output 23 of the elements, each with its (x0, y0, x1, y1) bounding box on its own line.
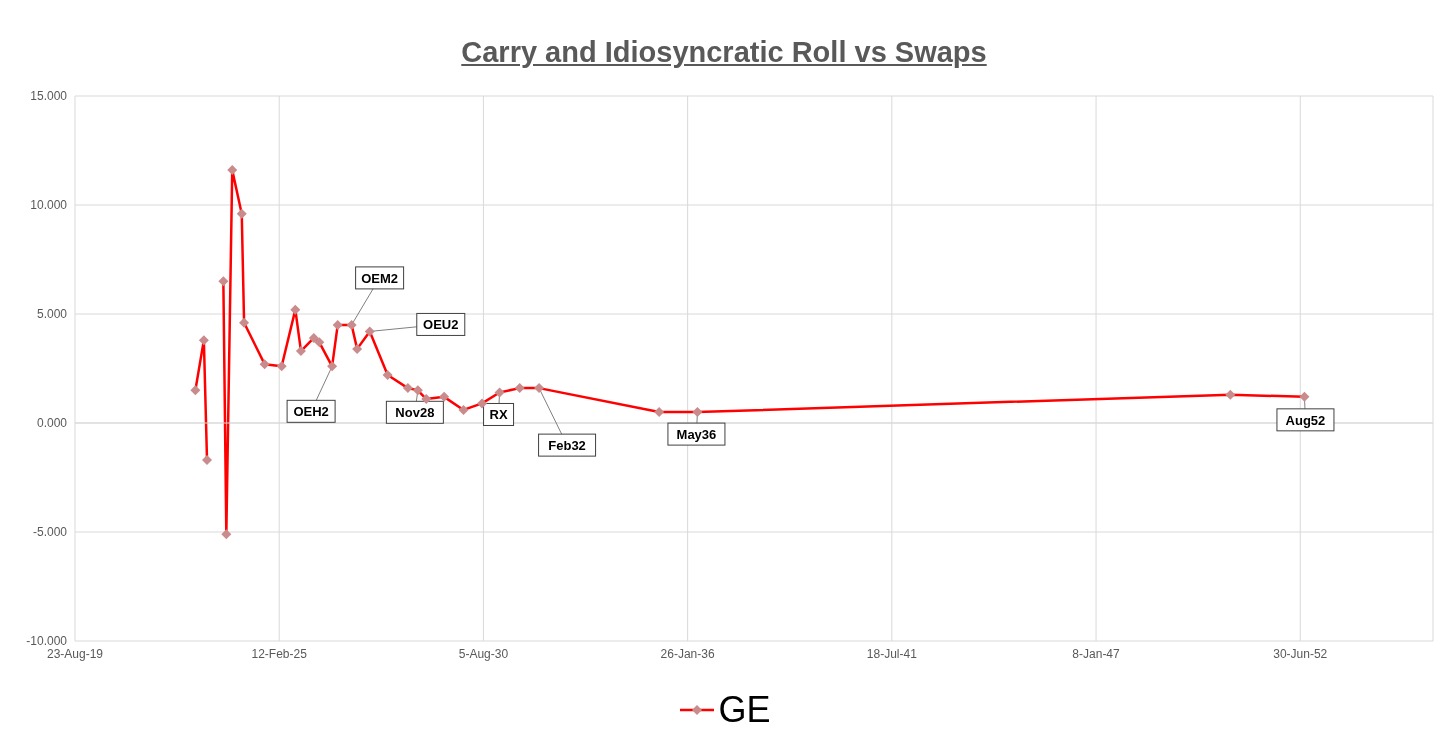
y-tick-label: 0.000 (36, 416, 68, 431)
y-tick-label: -10.000 (26, 634, 68, 649)
x-tick-label: 30-Jun-52 (1273, 646, 1328, 661)
y-tick-label: -5.000 (32, 525, 68, 540)
x-tick-label: 26-Jan-36 (660, 646, 715, 661)
annotation: Aug52 (1285, 412, 1326, 428)
annotation: Feb32 (548, 438, 586, 454)
x-tick-label: 23-Aug-19 (46, 646, 104, 661)
x-tick-label: 12-Feb-25 (251, 646, 308, 661)
annotation: May36 (676, 427, 717, 443)
chart-title: Carry and Idiosyncratic Roll vs Swaps (460, 35, 988, 70)
x-tick-label: 5-Aug-30 (458, 646, 509, 661)
annotation: OEH2 (293, 404, 329, 420)
x-tick-label: 18-Jul-41 (866, 646, 918, 661)
annotation: OEM2 (361, 270, 399, 286)
y-tick-label: 15.000 (30, 89, 68, 104)
annotation: Nov28 (395, 405, 435, 421)
y-tick-label: 10.000 (30, 198, 68, 213)
y-tick-label: 5.000 (36, 307, 68, 322)
legend-label: GE (718, 689, 771, 731)
annotation: OEU2 (423, 317, 459, 333)
x-tick-label: 8-Jan-47 (1072, 646, 1121, 661)
annotation: RX (489, 407, 508, 423)
